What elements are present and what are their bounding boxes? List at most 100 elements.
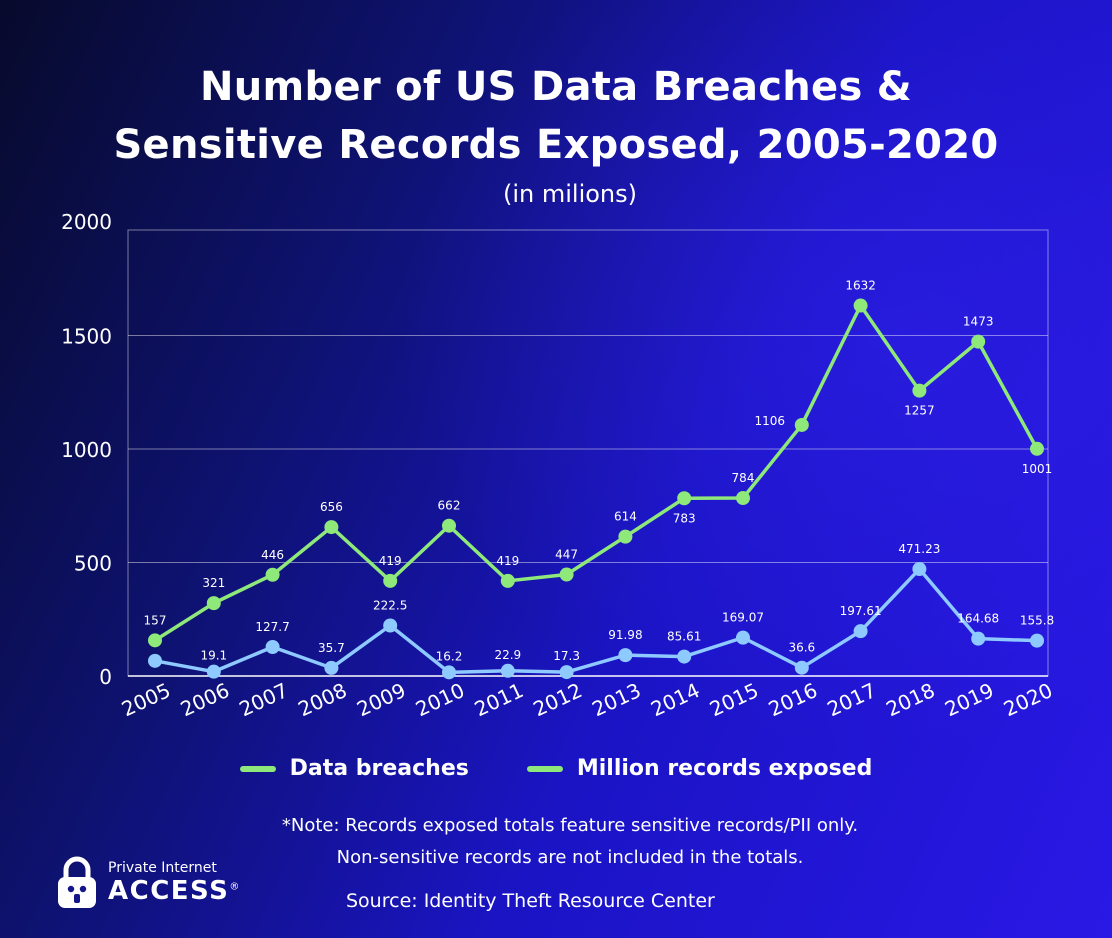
x-tick-label: 2016 <box>765 678 821 721</box>
footnote: *Note: Records exposed totals feature se… <box>160 810 980 874</box>
legend: Data breaches Million records exposed <box>0 756 1112 781</box>
x-tick-label: 2013 <box>588 678 644 721</box>
x-tick-label: 2009 <box>353 678 409 721</box>
x-tick-label: 2008 <box>294 678 350 721</box>
x-tick-label: 2012 <box>530 678 586 721</box>
brand-name-line-2: ACCESS® <box>108 876 241 906</box>
data-label-breaches: 1001 <box>1022 462 1053 476</box>
y-tick-label: 500 <box>74 552 112 576</box>
title-line-1: Number of US Data Breaches & <box>200 64 912 110</box>
data-label-records: 164.68 <box>957 612 999 626</box>
data-point-breaches <box>265 567 280 582</box>
data-label-breaches: 614 <box>614 510 637 524</box>
data-point-records <box>559 665 574 680</box>
x-tick-label: 2005 <box>118 678 174 721</box>
data-point-breaches <box>206 596 221 611</box>
registered-mark: ® <box>229 881 241 893</box>
data-label-breaches: 662 <box>438 499 461 513</box>
y-tick-label: 0 <box>99 665 112 689</box>
data-label-records: 16.2 <box>436 649 463 663</box>
data-point-breaches <box>1030 441 1044 456</box>
data-label-breaches: 1632 <box>845 279 876 293</box>
data-point-records <box>618 648 633 663</box>
y-tick-label: 1000 <box>61 438 112 462</box>
series-line-records <box>154 567 1038 675</box>
data-point-breaches <box>736 491 750 506</box>
data-point-records <box>853 624 868 639</box>
data-label-breaches: 419 <box>496 554 519 568</box>
data-point-records <box>500 663 515 678</box>
data-point-breaches <box>971 334 986 349</box>
note-line-1: *Note: Records exposed totals feature se… <box>281 815 859 836</box>
note-line-2: Non-sensitive records are not included i… <box>336 847 804 868</box>
brand-word: ACCESS <box>108 876 230 906</box>
legend-label-breaches: Data breaches <box>289 756 469 781</box>
data-label-records: 36.6 <box>788 641 815 655</box>
data-point-records <box>1030 633 1044 648</box>
x-tick-label: 2018 <box>882 678 938 721</box>
brand-name-line-1: Private Internet <box>108 860 217 876</box>
x-tick-label: 2007 <box>236 678 292 721</box>
chart-subtitle: (in milions) <box>502 180 637 208</box>
data-point-breaches <box>383 573 398 588</box>
legend-swatch-records <box>526 765 563 772</box>
data-point-breaches <box>148 633 162 648</box>
y-tick-label: 1500 <box>61 325 112 349</box>
data-label-records: 471.23 <box>898 542 940 556</box>
data-label-breaches: 419 <box>379 554 402 568</box>
data-point-breaches <box>677 491 692 506</box>
data-point-records <box>971 631 986 646</box>
data-point-records <box>206 664 221 679</box>
data-label-records: 169.07 <box>722 611 764 625</box>
data-label-breaches: 656 <box>320 500 343 514</box>
x-tick-label: 2010 <box>412 678 468 721</box>
legend-label-records: Million records exposed <box>576 756 873 781</box>
data-label-records: 222.5 <box>373 598 407 612</box>
data-point-records <box>148 653 162 668</box>
x-tick-label: 2014 <box>647 678 703 721</box>
padlock-icon <box>58 856 96 908</box>
data-point-breaches <box>853 298 868 313</box>
data-label-breaches: 157 <box>144 613 167 627</box>
data-point-records <box>324 660 339 675</box>
x-tick-label: 2019 <box>941 678 997 721</box>
data-label-records: 91.98 <box>608 628 642 642</box>
data-point-records <box>265 640 280 655</box>
data-label-records: 35.7 <box>318 641 345 655</box>
x-tick-label: 2015 <box>706 678 762 721</box>
data-point-breaches <box>500 573 515 588</box>
data-point-breaches <box>912 383 927 398</box>
data-label-records: 17.3 <box>553 649 580 663</box>
data-point-breaches <box>794 417 809 432</box>
data-label-breaches: 784 <box>732 471 755 485</box>
data-label-breaches: 321 <box>202 576 225 590</box>
data-label-breaches: 447 <box>555 548 578 562</box>
data-label-breaches: 446 <box>261 548 284 562</box>
data-label-breaches: 1257 <box>904 404 935 418</box>
x-tick-label: 2020 <box>1000 678 1056 721</box>
plot-frame <box>127 229 1049 677</box>
source-note: Source: Identity Theft Resource Center <box>346 890 715 912</box>
data-point-breaches <box>559 567 574 582</box>
data-point-records <box>912 562 927 577</box>
data-label-breaches: 783 <box>673 511 696 525</box>
series-line-breaches <box>154 303 1039 642</box>
data-label-records: 19.1 <box>200 649 227 663</box>
x-tick-label: 2011 <box>471 678 527 721</box>
data-label-records: 155.8 <box>1020 614 1054 628</box>
data-point-records <box>736 630 750 645</box>
data-point-records <box>677 649 692 664</box>
data-label-records: 197.61 <box>840 604 882 618</box>
data-label-breaches: 1473 <box>963 315 994 329</box>
x-tick-label: 2017 <box>824 678 880 721</box>
legend-item-records: Million records exposed <box>526 756 873 781</box>
x-tick-label: 2006 <box>177 678 233 721</box>
data-label-records: 85.61 <box>667 630 701 644</box>
data-label-records: 22.9 <box>494 648 521 662</box>
data-point-breaches <box>324 520 339 535</box>
legend-swatch-breaches <box>239 765 276 772</box>
title-line-2: Sensitive Records Exposed, 2005-2020 <box>113 122 999 168</box>
data-point-records <box>383 618 398 633</box>
